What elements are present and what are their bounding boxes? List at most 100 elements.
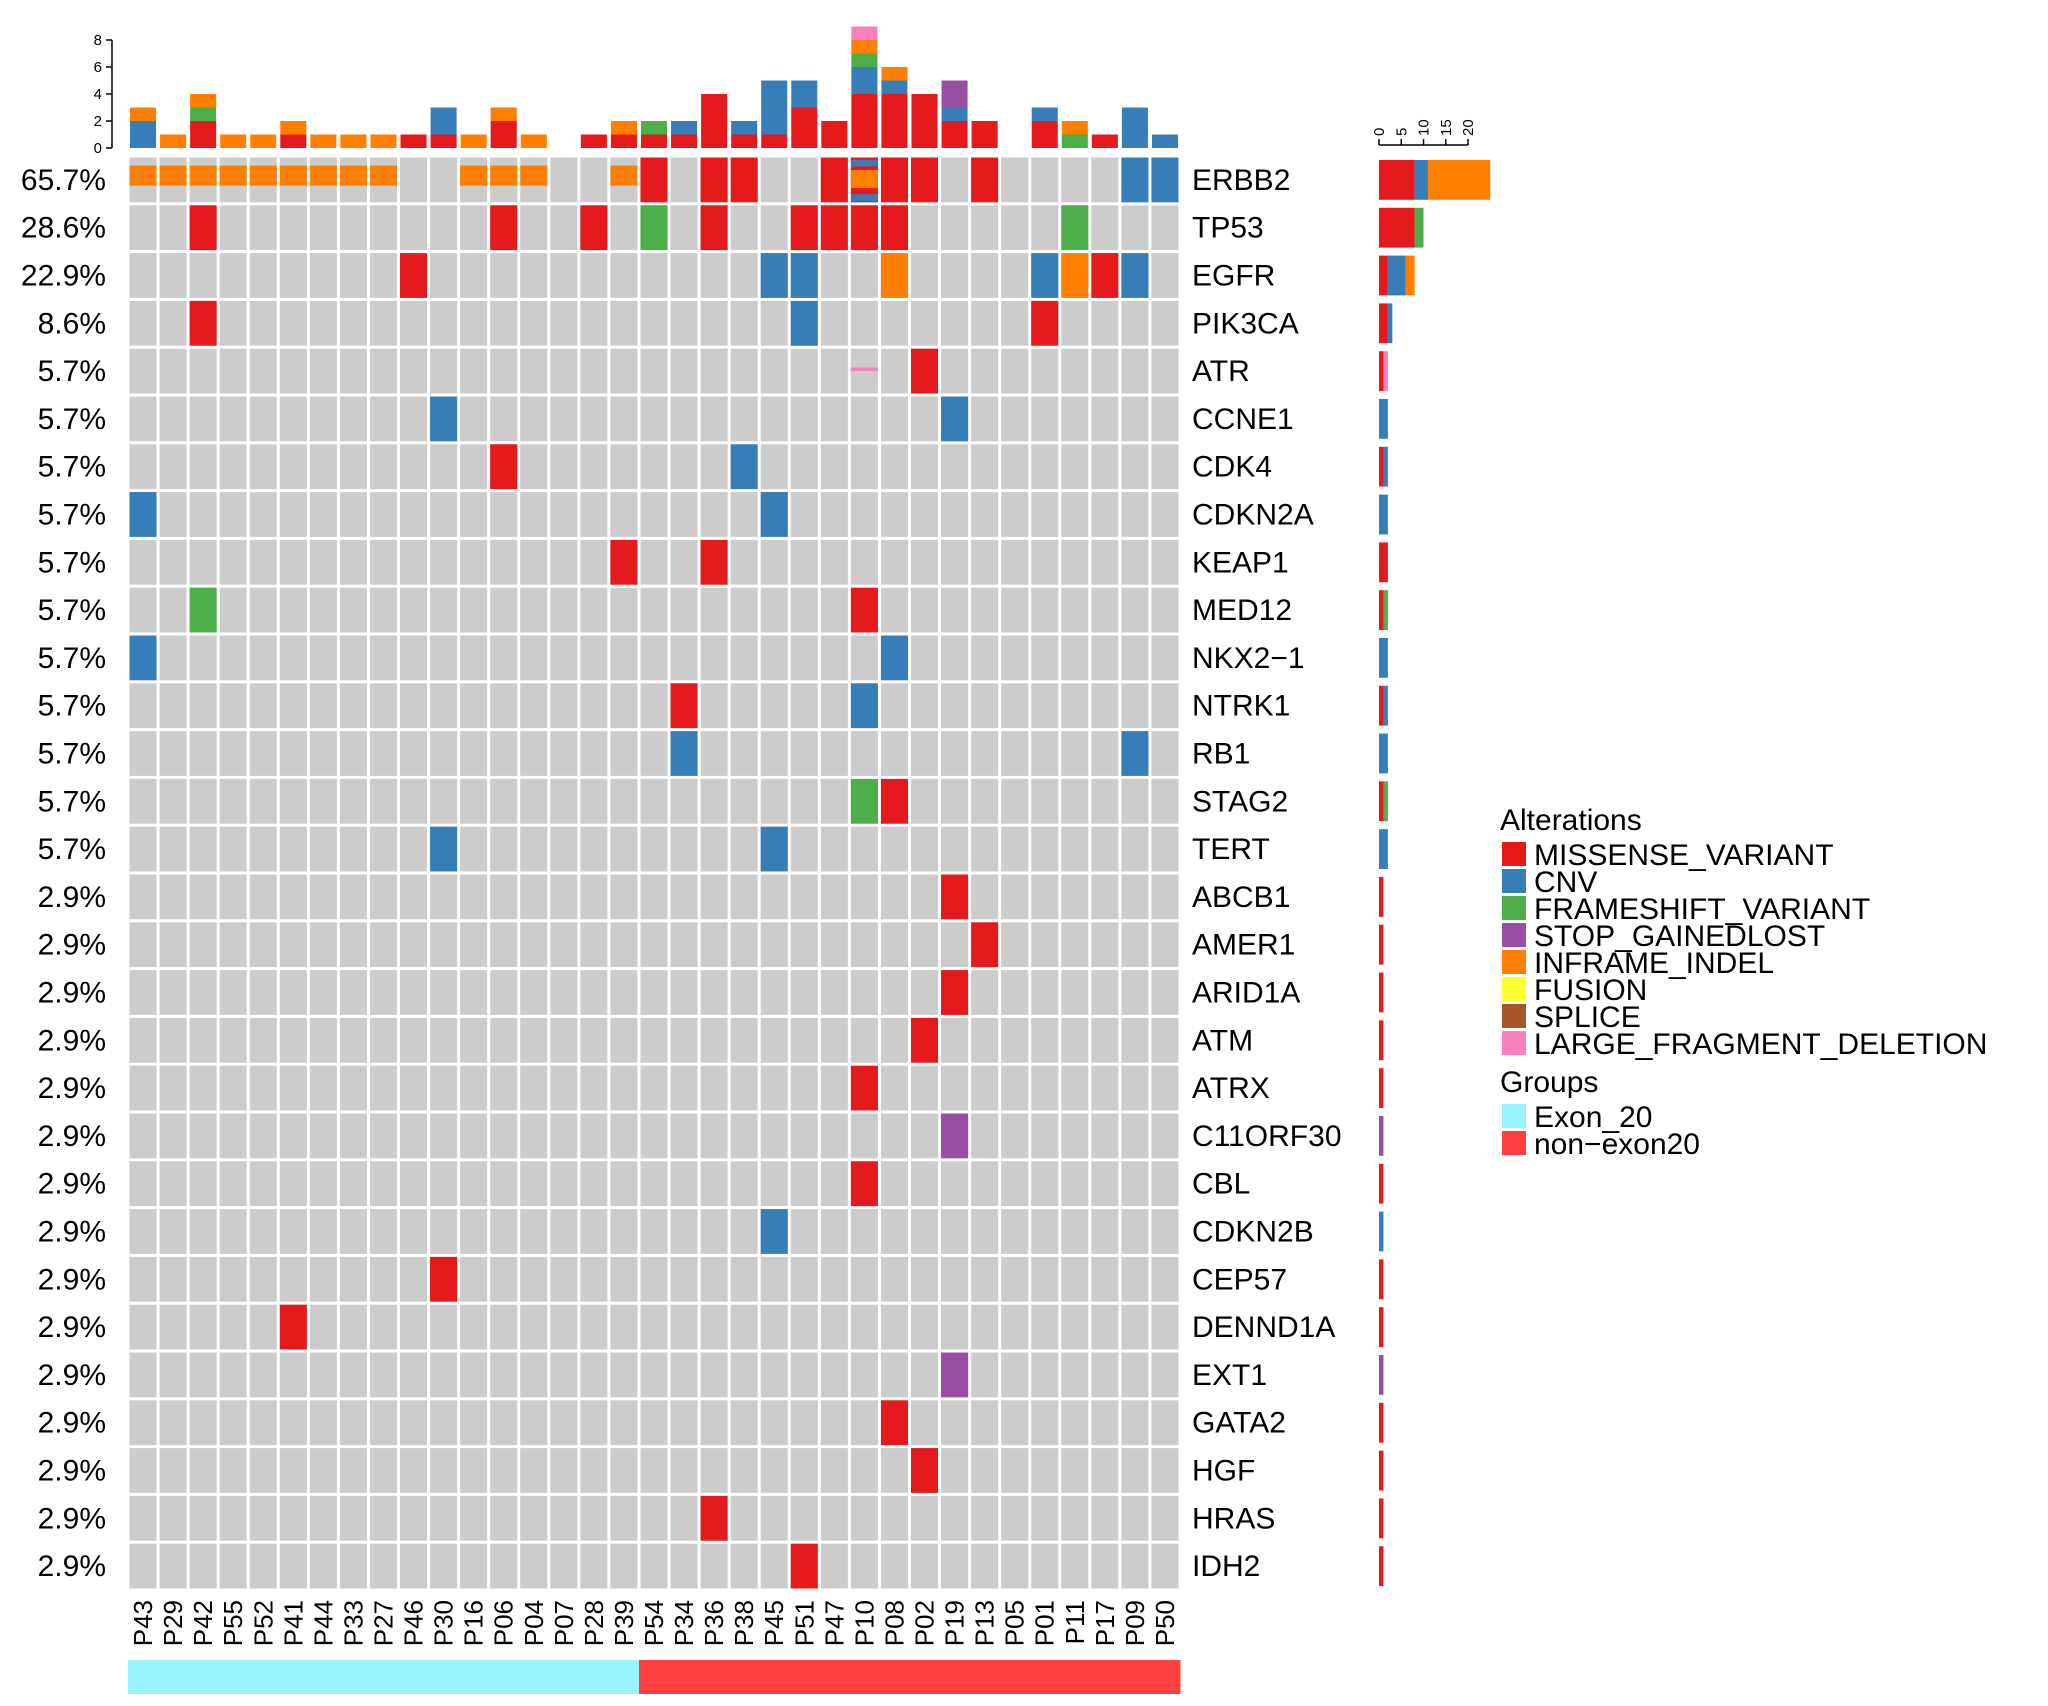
grid-cell-bg — [760, 539, 788, 585]
grid-cell-bg — [550, 1495, 578, 1541]
gene-label: NTRK1 — [1192, 690, 1290, 723]
grid-cell-bg — [670, 1448, 698, 1493]
grid-cell-bg — [430, 1113, 458, 1159]
grid-cell-bg — [1121, 1448, 1149, 1493]
grid-cell-bg — [369, 1304, 398, 1350]
grid-cell-bg — [700, 1017, 728, 1063]
grid-cell-bg — [1031, 1304, 1059, 1350]
grid-cell-bg — [640, 778, 668, 824]
sample-label: P44 — [308, 1600, 338, 1646]
alteration-cell-cnv — [670, 731, 698, 776]
grid-cell-bg — [760, 778, 788, 824]
grid-cell-bg — [460, 205, 488, 251]
grid-cell-bg — [820, 683, 848, 729]
grid-cell-bg — [941, 1304, 969, 1350]
alteration-cell-frameshift-variant — [640, 205, 668, 251]
grid-cell-bg — [941, 1543, 969, 1589]
grid-cell-bg — [670, 635, 698, 681]
alteration-cell-inframe-indel — [129, 165, 157, 186]
grid-cell-bg — [339, 1209, 367, 1254]
gene-percent-label: 5.7% — [38, 785, 106, 818]
grid-cell-bg — [670, 922, 698, 968]
grid-cell-bg — [279, 300, 307, 346]
grid-cell-bg — [430, 157, 458, 203]
grid-cell-bg — [941, 1256, 969, 1302]
grid-cell-bg — [520, 1017, 548, 1063]
grid-cell-bg — [730, 922, 758, 968]
grid-cell-bg — [880, 1304, 908, 1350]
grid-cell-bg — [880, 1448, 908, 1493]
grid-cell-bg — [1031, 444, 1059, 490]
grid-cell-bg — [129, 970, 157, 1015]
grid-cell-bg — [309, 778, 337, 824]
grid-cell-bg — [309, 1543, 337, 1589]
grid-cell-bg — [129, 396, 157, 442]
grid-cell-bg — [910, 1400, 939, 1446]
grid-cell-bg — [550, 1256, 578, 1302]
grid-cell-bg — [941, 1209, 969, 1254]
grid-cell-bg — [490, 1543, 518, 1589]
grid-cell-bg — [820, 253, 848, 298]
group-cell — [248, 1660, 279, 1694]
top-bar-segment-inframe-indel — [460, 134, 487, 148]
grid-cell-bg — [850, 1400, 878, 1446]
grid-cell-bg — [309, 1495, 337, 1541]
grid-cell-bg — [670, 970, 698, 1015]
gene-percent-label: 2.9% — [38, 881, 106, 914]
grid-cell-bg — [640, 1304, 668, 1350]
grid-cell-bg — [189, 492, 217, 537]
group-cell — [128, 1660, 159, 1694]
gene-label: STAG2 — [1192, 785, 1288, 818]
grid-cell-bg — [1001, 1495, 1029, 1541]
grid-cell-bg — [520, 492, 548, 537]
grid-cell-bg — [580, 1161, 608, 1207]
sample-label: P04 — [519, 1600, 549, 1646]
alteration-cell-inframe-indel — [490, 165, 518, 186]
grid-cell-bg — [1121, 1113, 1149, 1159]
gene-label: CDKN2B — [1192, 1216, 1314, 1249]
legend-label-large-fragment-deletion: LARGE_FRAGMENT_DELETION — [1534, 1028, 1987, 1061]
grid-cell-bg — [1151, 1256, 1179, 1302]
sample-label: P27 — [368, 1600, 398, 1646]
grid-cell-bg — [490, 922, 518, 968]
grid-cell-bg — [1061, 1113, 1089, 1159]
grid-cell-bg — [219, 922, 247, 968]
grid-cell-bg — [850, 1352, 878, 1398]
grid-cell-bg — [971, 348, 999, 394]
grid-cell-bg — [189, 970, 217, 1015]
grid-cell-bg — [1091, 731, 1119, 776]
alteration-cell-inframe-indel — [880, 253, 908, 298]
grid-cell-bg — [1091, 1113, 1119, 1159]
gene-percent-label: 5.7% — [38, 546, 106, 579]
grid-cell-bg — [159, 1161, 187, 1207]
grid-cell-bg — [550, 1352, 578, 1398]
grid-cell-bg — [400, 444, 428, 490]
grid-cell-bg — [189, 1065, 217, 1111]
grid-cell-bg — [550, 205, 578, 251]
grid-cell-bg — [189, 253, 217, 298]
gene-label: KEAP1 — [1192, 546, 1289, 579]
group-cell — [879, 1660, 910, 1694]
grid-cell-bg — [400, 922, 428, 968]
grid-cell-bg — [129, 1017, 157, 1063]
grid-cell-bg — [219, 1352, 247, 1398]
grid-cell-bg — [520, 1448, 548, 1493]
grid-cell-bg — [1121, 300, 1149, 346]
right-bar-segment-missense-variant — [1379, 255, 1388, 296]
sample-label: P47 — [819, 1600, 849, 1646]
grid-cell-bg — [219, 874, 247, 920]
grid-cell-bg — [129, 587, 157, 633]
grid-cell-bg — [490, 1352, 518, 1398]
group-cell — [909, 1660, 941, 1694]
grid-cell-bg — [129, 1256, 157, 1302]
grid-cell-bg — [1031, 683, 1059, 729]
grid-cell-bg — [1151, 1161, 1179, 1207]
grid-cell-bg — [730, 778, 758, 824]
grid-cell-bg — [1091, 1017, 1119, 1063]
legend-label-missense-variant: MISSENSE_VARIANT — [1534, 839, 1834, 872]
top-axis-tick-label: 2 — [94, 113, 102, 130]
top-bar-segment-missense-variant — [1031, 121, 1058, 148]
grid-cell-bg — [610, 731, 638, 776]
grid-cell-bg — [1001, 778, 1029, 824]
grid-cell-bg — [760, 1017, 788, 1063]
